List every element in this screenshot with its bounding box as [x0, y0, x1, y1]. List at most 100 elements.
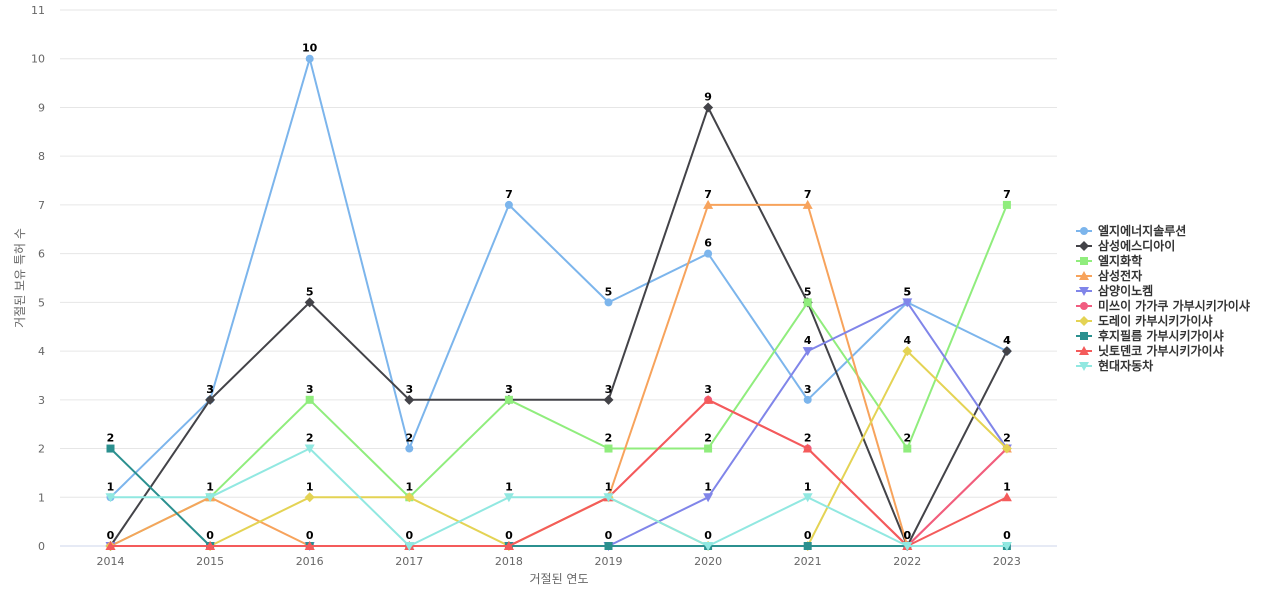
data-point	[205, 493, 216, 503]
data-label: 3	[206, 383, 214, 396]
legend-marker	[1080, 302, 1088, 310]
legend-marker	[1079, 241, 1089, 251]
legend-item[interactable]: 현대자동차	[1076, 358, 1153, 373]
legend-item[interactable]: 엘지화학	[1076, 253, 1142, 268]
legend-label: 엘지화학	[1098, 253, 1142, 268]
data-label: 1	[107, 480, 115, 493]
data-point	[404, 542, 415, 551]
legend-item[interactable]: 닛토덴코 가부시키가이샤	[1076, 343, 1224, 358]
data-point	[205, 394, 216, 405]
data-label: 10	[302, 42, 318, 55]
x-axis-title: 거절된 연도	[529, 572, 588, 586]
legend-item[interactable]: 삼성에스디아이	[1076, 238, 1175, 253]
data-label: 9	[704, 90, 712, 103]
data-point	[304, 297, 315, 308]
data-label: 0	[1003, 529, 1011, 542]
data-label: 1	[306, 480, 314, 493]
data-point	[704, 249, 713, 258]
legend-item[interactable]: 미쓰이 가가쿠 가부시키가이샤	[1076, 298, 1250, 313]
data-label: 3	[405, 383, 413, 396]
legend-marker	[1079, 287, 1089, 296]
data-point	[604, 298, 613, 307]
data-label: 7	[505, 188, 513, 201]
data-label: 1	[1003, 480, 1011, 493]
data-point	[106, 444, 115, 453]
series-2	[105, 102, 1012, 551]
data-point	[105, 493, 116, 503]
legend-label: 현대자동차	[1098, 358, 1153, 373]
series-line	[110, 204, 1008, 547]
data-label: 3	[206, 383, 214, 396]
legend-item[interactable]: 삼양이노켐	[1076, 283, 1153, 298]
series-6	[106, 395, 1011, 550]
data-label: 5	[804, 285, 812, 298]
x-tick-label: 2015	[196, 555, 224, 568]
legend-item[interactable]: 도레이 카부시키가이샤	[1076, 313, 1213, 328]
data-label: 7	[804, 188, 812, 201]
data-point	[703, 493, 714, 503]
legend-label: 도레이 카부시키가이샤	[1098, 313, 1213, 328]
data-label: 3	[804, 383, 812, 396]
y-tick-label: 4	[38, 345, 45, 358]
data-point	[603, 394, 614, 405]
data-point	[704, 444, 713, 453]
data-point	[803, 395, 812, 404]
data-point	[803, 298, 812, 307]
data-point	[703, 542, 714, 551]
data-point	[105, 541, 116, 550]
legend-item[interactable]: 엘지에너지솔루션	[1076, 223, 1186, 238]
legend-label: 닛토덴코 가부시키가이샤	[1098, 343, 1224, 358]
data-label: 2	[804, 432, 812, 445]
legend-marker	[1080, 257, 1088, 265]
data-point	[503, 541, 514, 550]
legend-item[interactable]: 후지필름 가부시키가이샤	[1076, 328, 1224, 343]
data-point	[205, 541, 216, 550]
data-point	[903, 444, 912, 453]
data-label: 3	[704, 383, 712, 396]
legend-item[interactable]: 삼성전자	[1076, 268, 1142, 283]
data-point	[504, 200, 513, 209]
data-label: 0	[107, 529, 115, 542]
data-point	[1001, 346, 1012, 357]
x-tick-label: 2020	[694, 555, 722, 568]
data-label: 4	[804, 334, 812, 347]
legend-label: 후지필름 가부시키가이샤	[1098, 328, 1224, 343]
data-point	[304, 444, 315, 454]
series-line	[110, 203, 1008, 547]
data-label: 0	[306, 529, 314, 542]
legend-label: 삼성전자	[1098, 268, 1142, 283]
data-label: 7	[704, 188, 712, 201]
data-point	[405, 444, 414, 453]
data-label: 5	[605, 285, 613, 298]
data-label: 5	[903, 285, 911, 298]
series-lines	[105, 54, 1012, 551]
y-tick-label: 3	[38, 394, 45, 407]
data-point	[305, 395, 314, 404]
legend-marker	[1079, 271, 1089, 280]
series-line	[109, 57, 1008, 499]
data-label: 2	[704, 432, 712, 445]
data-label: 0	[704, 529, 712, 542]
data-label: 6	[704, 237, 712, 250]
legend-marker	[1080, 227, 1088, 235]
legend-label: 삼양이노켐	[1098, 283, 1153, 298]
data-point	[802, 199, 813, 209]
data-label: 2	[1003, 432, 1011, 445]
legend-marker	[1079, 316, 1089, 326]
data-label: 0	[206, 529, 214, 542]
data-point	[305, 54, 314, 63]
y-axis-title: 거절된 보유 특허 수	[13, 228, 27, 328]
data-label: 2	[107, 432, 115, 445]
legend-marker	[1080, 332, 1088, 340]
data-point	[604, 444, 613, 453]
data-point	[703, 199, 714, 209]
series-9	[105, 394, 1012, 550]
data-point	[604, 542, 613, 550]
data-label: 1	[405, 480, 413, 493]
data-point	[503, 493, 514, 503]
data-point	[1001, 492, 1012, 502]
data-label: 0	[605, 529, 613, 542]
y-tick-label: 9	[38, 101, 45, 114]
